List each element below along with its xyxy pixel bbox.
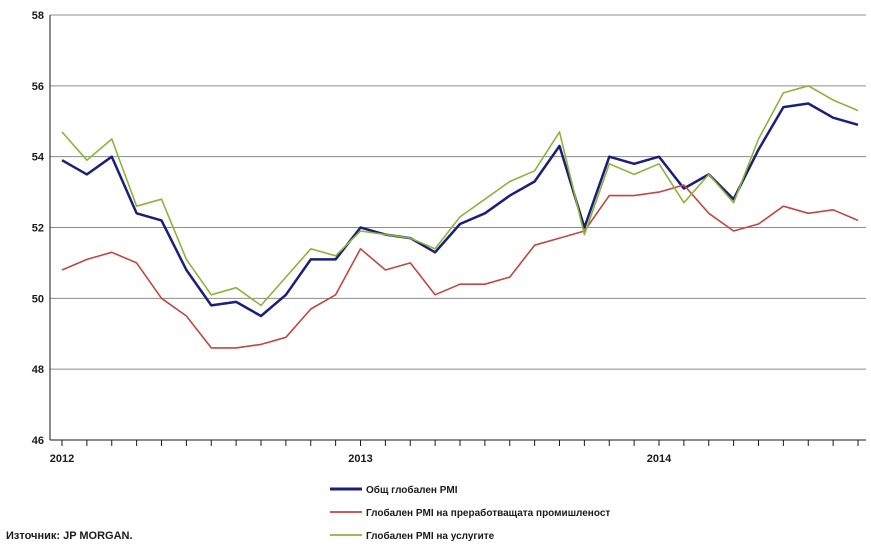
- gridlines: [50, 14, 866, 370]
- legend-label-3: Глобален PMI на услугите: [366, 530, 495, 542]
- y-tick-label: 52: [32, 223, 44, 235]
- legend: Общ глобален PMI Глобален PMI на преработ…: [330, 484, 610, 542]
- series-line-1: [61, 102, 859, 318]
- y-tick-label: 48: [32, 364, 44, 376]
- y-tick-label: 46: [32, 435, 44, 447]
- y-axis-tick-labels: 46 48 50 52 54 56 58: [32, 10, 45, 447]
- series-line-2: [61, 184, 859, 349]
- legend-label-1: Общ глобален PMI: [366, 484, 458, 496]
- axes: [49, 15, 866, 446]
- x-tick-label: 2013: [348, 453, 372, 465]
- source-note: Източник: JP MORGAN.: [6, 530, 133, 542]
- x-axis-tick-labels: 2012 2013 2014: [50, 453, 672, 465]
- series-lines: [61, 85, 859, 349]
- x-tick-label: 2012: [50, 453, 74, 465]
- series-line-3: [61, 85, 859, 307]
- y-tick-label: 54: [32, 152, 45, 164]
- legend-label-2: Глобален PMI на преработващата промишлен…: [366, 507, 610, 519]
- y-tick-label: 56: [32, 81, 44, 93]
- x-tick-label: 2014: [647, 453, 672, 465]
- y-tick-label: 50: [32, 293, 44, 305]
- y-tick-label: 58: [32, 10, 44, 22]
